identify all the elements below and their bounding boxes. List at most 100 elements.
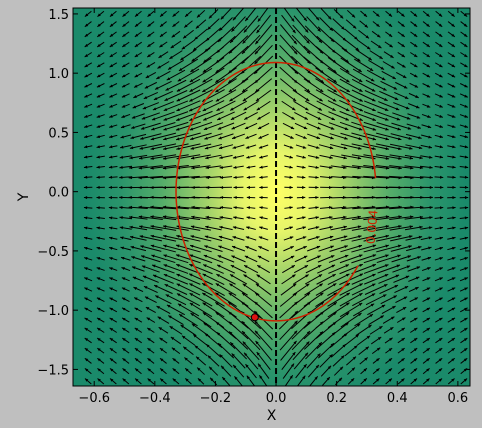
arrow-head bbox=[215, 59, 220, 63]
arrow-head bbox=[135, 13, 139, 17]
arrow-head bbox=[121, 277, 126, 281]
arrow-head bbox=[97, 338, 101, 342]
arrow-shaft bbox=[328, 122, 349, 131]
arrow-head bbox=[439, 145, 443, 149]
arrow-head bbox=[389, 44, 393, 48]
arrow-head bbox=[147, 327, 151, 331]
arrow-head bbox=[109, 13, 114, 17]
arrow-head bbox=[233, 165, 237, 169]
arrow-shaft bbox=[189, 78, 213, 93]
arrow-head bbox=[215, 89, 219, 93]
arrow-head bbox=[303, 17, 307, 22]
arrow-head bbox=[109, 114, 113, 118]
arrow-shaft bbox=[305, 100, 323, 111]
arrow-shaft bbox=[364, 90, 388, 102]
arrow-head bbox=[241, 70, 245, 74]
arrow-head bbox=[219, 165, 223, 169]
arrow-shaft bbox=[303, 56, 325, 74]
arrow-head bbox=[215, 302, 219, 306]
arrow-head bbox=[246, 165, 250, 169]
arrow-head bbox=[330, 343, 334, 347]
arrow-head bbox=[303, 135, 307, 139]
arrow-head bbox=[150, 166, 154, 170]
arrow-head bbox=[439, 74, 443, 78]
arrow-head bbox=[438, 358, 443, 362]
arrow-head bbox=[376, 23, 380, 27]
arrow-head bbox=[385, 225, 390, 229]
arrow-head bbox=[134, 327, 139, 331]
arrow-shaft bbox=[189, 263, 213, 275]
arrow-head bbox=[464, 175, 469, 179]
arrow-head bbox=[172, 13, 176, 17]
arrow-head bbox=[218, 146, 223, 150]
arrow-shaft bbox=[241, 67, 261, 84]
arrow-head bbox=[171, 34, 176, 38]
arrow-head bbox=[216, 107, 220, 111]
arrow-head bbox=[139, 225, 143, 229]
arrow-head bbox=[413, 33, 418, 37]
arrow-head bbox=[183, 346, 187, 350]
arrow-head bbox=[150, 205, 154, 209]
arrow-head bbox=[197, 378, 202, 382]
arrow-head bbox=[228, 60, 233, 64]
arrow-head bbox=[152, 264, 156, 268]
arrow-head bbox=[407, 255, 412, 259]
arrow-head bbox=[147, 43, 151, 47]
arrow-head bbox=[408, 245, 412, 249]
arrow-shaft bbox=[150, 225, 177, 231]
arrow-head bbox=[254, 320, 258, 325]
arrow-head bbox=[84, 33, 89, 37]
arrow-head bbox=[203, 59, 207, 63]
arrow-head bbox=[84, 348, 89, 352]
arrow-head bbox=[189, 273, 193, 277]
arrow-shaft bbox=[202, 292, 225, 307]
arrow-head bbox=[189, 302, 194, 306]
arrow-head bbox=[363, 378, 367, 382]
arrow-head bbox=[96, 226, 100, 230]
arrow-head bbox=[228, 311, 232, 315]
arrow-head bbox=[257, 265, 261, 269]
arrow-shaft bbox=[375, 215, 402, 221]
arrow-head bbox=[202, 108, 207, 111]
arrow-head bbox=[139, 146, 143, 150]
arrow-shaft bbox=[389, 165, 414, 169]
arrow-head bbox=[390, 54, 394, 58]
arrow-shaft bbox=[242, 24, 260, 44]
arrow-head bbox=[292, 274, 296, 278]
x-axis-label: X bbox=[267, 408, 277, 424]
arrow-shaft bbox=[351, 225, 376, 231]
arrow-shaft bbox=[351, 273, 376, 285]
arrow-head bbox=[304, 352, 309, 357]
arrow-head bbox=[133, 95, 137, 98]
arrow-shaft bbox=[189, 283, 213, 296]
arrow-head bbox=[96, 175, 100, 179]
arrow-head bbox=[304, 116, 308, 120]
arrow-head bbox=[413, 378, 417, 382]
arrow-head bbox=[164, 284, 169, 288]
arrow-head bbox=[256, 274, 261, 278]
arrow-shaft bbox=[355, 324, 372, 336]
arrow-head bbox=[157, 65, 161, 69]
arrow-head bbox=[464, 165, 469, 169]
contour-line bbox=[175, 61, 377, 322]
arrow-shaft bbox=[389, 225, 414, 231]
arrow-shaft bbox=[376, 254, 401, 264]
arrow-head bbox=[328, 16, 332, 20]
arrow-shaft bbox=[150, 175, 177, 179]
arrow-head bbox=[147, 23, 151, 27]
arrow-head bbox=[184, 357, 188, 361]
arrow-shaft bbox=[283, 8, 295, 22]
arrow-head bbox=[255, 340, 259, 345]
arrow-head bbox=[209, 366, 213, 370]
arrow-head bbox=[344, 245, 348, 249]
arrow-shaft bbox=[365, 79, 387, 91]
y-tick-label: 0.0 bbox=[48, 186, 69, 201]
arrow-shaft bbox=[343, 334, 360, 347]
arrow-head bbox=[255, 292, 259, 296]
arrow-head bbox=[191, 195, 195, 199]
arrow-head bbox=[368, 324, 372, 328]
arrow-head bbox=[307, 60, 311, 64]
arrow-head bbox=[427, 125, 432, 129]
arrow-shaft bbox=[229, 274, 248, 285]
arrow-head bbox=[176, 186, 181, 190]
